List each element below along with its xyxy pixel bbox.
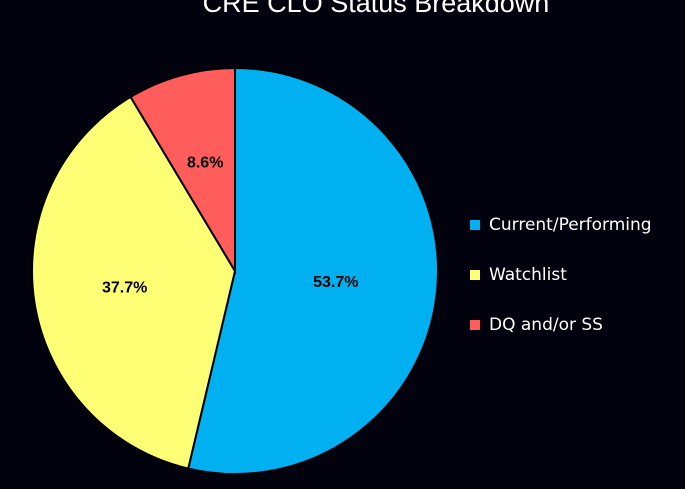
pie-slice-label-2: 8.6%	[187, 155, 223, 172]
legend-swatch-2	[470, 320, 480, 330]
pie-slice-0	[187, 66, 439, 475]
legend-item-1: Watchlist	[470, 250, 652, 300]
legend-swatch-0	[470, 220, 480, 230]
pie-slice-label-0: 53.7%	[313, 274, 358, 291]
legend: Current/Performing Watchlist DQ and/or SS	[470, 200, 652, 350]
legend-item-0: Current/Performing	[470, 200, 652, 250]
legend-swatch-1	[470, 270, 480, 280]
legend-label-0: Current/Performing	[489, 215, 652, 235]
pie-slice-1	[31, 95, 237, 470]
legend-label-2: DQ and/or SS	[489, 315, 603, 335]
pie-slice-label-1: 37.7%	[102, 279, 147, 296]
chart-title: CRE CLO Status Breakdown	[202, 0, 550, 18]
pie-slice-2	[129, 66, 236, 275]
legend-label-1: Watchlist	[489, 265, 567, 285]
legend-item-2: DQ and/or SS	[470, 300, 652, 350]
